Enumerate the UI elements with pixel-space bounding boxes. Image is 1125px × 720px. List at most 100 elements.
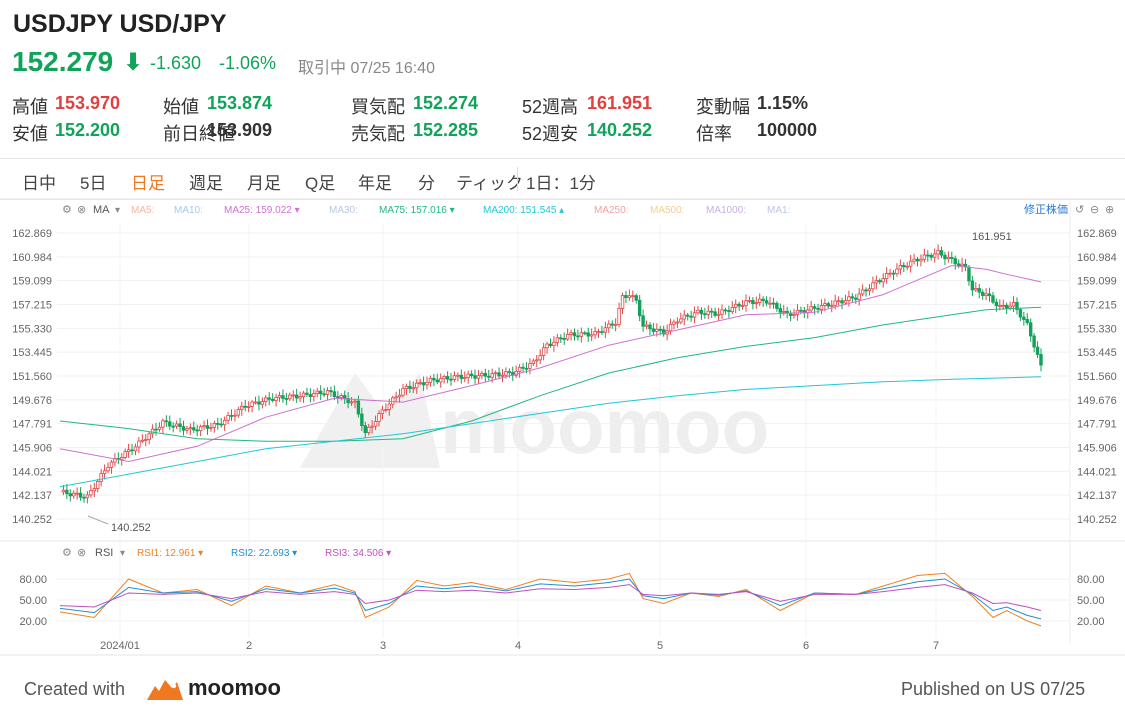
candle-body — [600, 331, 604, 333]
candle-body — [260, 401, 265, 405]
candle-body — [548, 343, 553, 346]
tab-period[interactable]: Q足 — [305, 174, 336, 193]
candle-body — [740, 305, 745, 307]
candle-body — [960, 263, 964, 267]
tab-period[interactable]: 分 — [418, 174, 435, 193]
price-change: -1.630 — [150, 53, 202, 73]
candle-body — [75, 492, 79, 495]
ma-line-ma75 — [59, 306, 1042, 442]
candle-body — [661, 329, 666, 335]
interval-selector[interactable]: 1日：1分 — [526, 174, 596, 193]
candle-body — [150, 428, 155, 435]
stat-value: 152.200 — [55, 120, 121, 140]
candle-body — [898, 264, 903, 270]
x-tick-label: 4 — [515, 640, 521, 652]
candle-body — [792, 314, 796, 317]
y-tick-label-right: 151.560 — [1077, 371, 1117, 383]
candle-body — [528, 363, 532, 369]
reset-icon: ↺ — [1075, 204, 1084, 216]
candle-body — [833, 300, 837, 306]
candle-body — [504, 371, 508, 376]
candle-body — [655, 328, 659, 332]
candle-body — [500, 374, 505, 377]
candle-body — [823, 303, 827, 306]
candle-body — [720, 309, 724, 315]
y-tick-label-left: 147.791 — [12, 419, 52, 431]
ma-legend-item: MA25: 159.022 ▾ — [224, 205, 300, 216]
tab-period[interactable]: 日中 — [22, 174, 56, 193]
candle-body — [240, 405, 244, 411]
candle-body — [497, 372, 501, 377]
candle-body — [830, 304, 834, 307]
candle-body — [809, 306, 813, 311]
y-tick-label-left: 162.869 — [12, 228, 52, 240]
candle-body — [888, 272, 892, 275]
adjusted-price-toggle[interactable]: 修正株価 — [1024, 202, 1068, 216]
candle-body — [884, 273, 889, 280]
candle-body — [891, 272, 896, 275]
candle-body — [226, 415, 230, 421]
candle-body — [524, 367, 529, 370]
candle-body — [559, 337, 563, 340]
candle-body — [61, 489, 66, 493]
candle-body — [1028, 322, 1033, 337]
candle-body — [332, 391, 337, 397]
candle-body — [943, 254, 947, 260]
candle-body — [188, 427, 193, 430]
candle-body — [607, 323, 611, 329]
ma-legend-item: MA200: 151.545 ▴ — [483, 205, 564, 216]
tab-period[interactable]: 月足 — [247, 174, 281, 193]
ma-legend-item: MA1000: — [706, 205, 746, 216]
candle-body — [819, 305, 824, 310]
stat-value: 152.274 — [413, 93, 479, 113]
candle-body — [72, 492, 76, 497]
candle-body — [908, 260, 913, 267]
candle-body — [929, 254, 933, 258]
candle-body — [339, 395, 343, 398]
candle-body — [648, 324, 652, 330]
candle-body — [696, 309, 700, 314]
candle-body — [679, 318, 683, 323]
candle-body — [850, 296, 855, 299]
candle-body — [703, 313, 707, 316]
ma-legend-item: MA75: 157.016 ▾ — [379, 205, 455, 216]
candle-body — [730, 307, 734, 312]
candle-body — [192, 427, 196, 431]
tab-period[interactable]: 週足 — [189, 174, 223, 193]
candle-body — [181, 426, 186, 431]
tab-period[interactable]: 年足 — [358, 174, 392, 193]
candle-body — [421, 382, 426, 386]
candle-body — [349, 401, 354, 404]
candle-body — [212, 423, 217, 428]
candle-body — [257, 401, 261, 405]
last-price: 152.279 — [12, 46, 114, 77]
rsi-indicator-label: RSI — [95, 547, 113, 559]
y-tick-label-right: 153.445 — [1077, 347, 1117, 359]
candle-body — [675, 321, 680, 324]
candle-body — [874, 280, 879, 284]
candle-body — [325, 390, 330, 395]
rsi-tick-label-left: 20.00 — [19, 616, 47, 628]
stat-value: 100000 — [757, 120, 818, 140]
tab-period[interactable]: ティック — [456, 174, 523, 193]
candle-body — [775, 302, 779, 309]
candle-body — [253, 401, 258, 404]
candle-body — [552, 341, 556, 346]
ma-line-ma200 — [59, 376, 1042, 488]
candle-body — [967, 266, 971, 282]
candle-body — [706, 310, 710, 315]
candle-body — [541, 347, 546, 356]
candle-body — [270, 398, 275, 401]
candle-body — [476, 375, 481, 379]
ma-legend-item: MA5: — [131, 205, 154, 216]
candle-body — [229, 415, 234, 417]
candle-body — [980, 291, 985, 296]
candle-body — [902, 264, 906, 268]
candle-body — [336, 396, 340, 398]
x-tick-label: 2 — [246, 640, 252, 652]
candle-body — [281, 395, 285, 399]
tab-period[interactable]: 日足 — [131, 174, 165, 193]
tab-period[interactable]: 5日 — [80, 174, 107, 193]
candle-body — [689, 315, 693, 318]
candle-body — [466, 373, 470, 378]
